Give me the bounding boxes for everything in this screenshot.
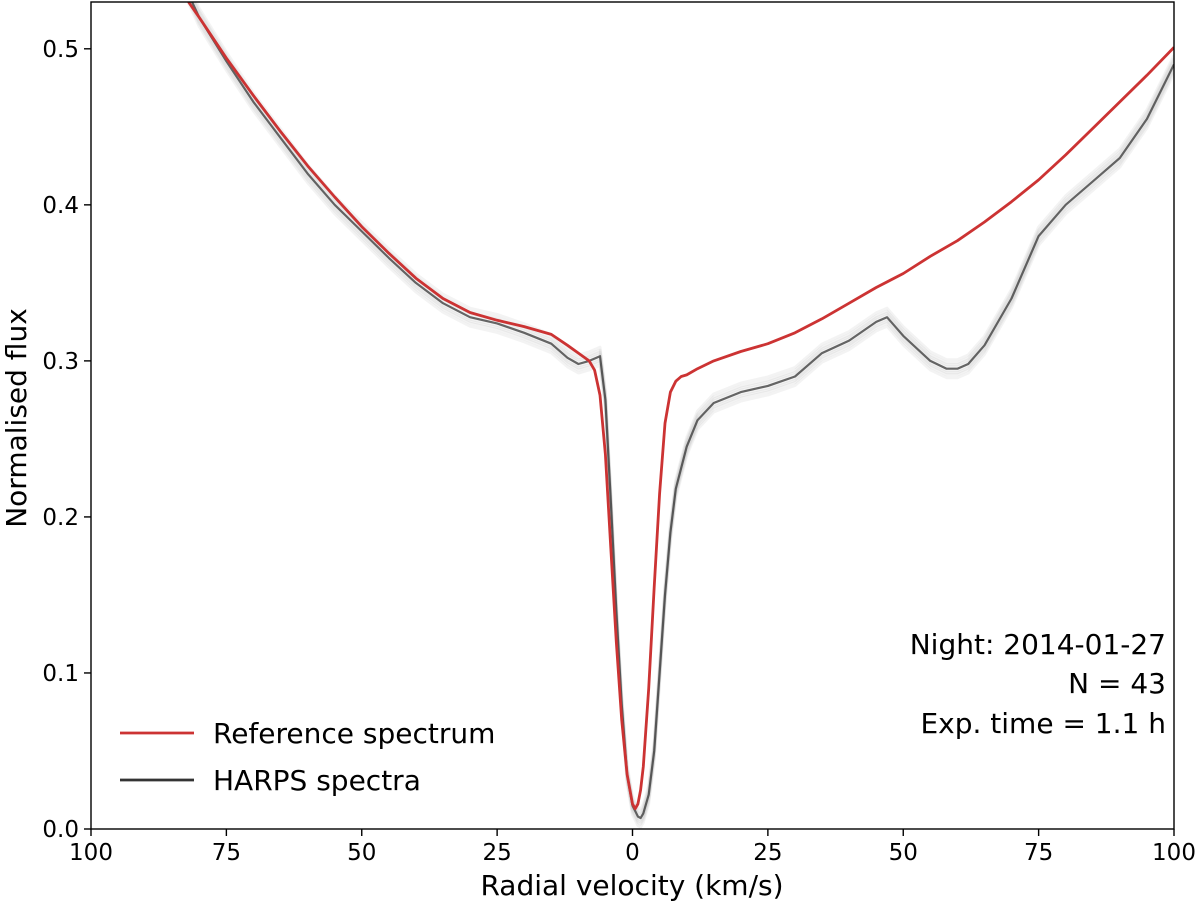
legend-label-harps: HARPS spectra xyxy=(213,764,421,797)
x-tick-label: 100 xyxy=(69,840,113,866)
annotation-count: N = 43 xyxy=(1068,667,1166,700)
x-tick-label: 100 xyxy=(1152,840,1196,866)
y-tick-label: 0.3 xyxy=(42,349,79,375)
series-layer xyxy=(187,2,1174,820)
y-tick-label: 0.5 xyxy=(42,37,79,63)
annotation-block: Night: 2014-01-27 N = 43 Exp. time = 1.1… xyxy=(910,628,1166,740)
x-tick-label: 50 xyxy=(347,840,376,866)
x-axis-ticks: 100 75 50 25 0 25 50 75 100 xyxy=(69,829,1196,866)
x-axis-label: Radial velocity (km/s) xyxy=(480,869,783,902)
x-tick-label: 75 xyxy=(1024,840,1053,866)
y-tick-label: 0.4 xyxy=(42,193,79,219)
y-axis-ticks: 0.0 0.1 0.2 0.3 0.4 0.5 xyxy=(42,37,91,843)
harps-individual-spectrum-1 xyxy=(194,2,1174,811)
x-tick-label: 25 xyxy=(753,840,782,866)
y-tick-label: 0.1 xyxy=(42,661,79,687)
harps-individual-spectrum-7 xyxy=(187,2,1174,826)
legend: Reference spectrum HARPS spectra xyxy=(120,717,495,797)
y-tick-label: 0.2 xyxy=(42,505,79,531)
x-tick-label: 50 xyxy=(889,840,918,866)
y-tick-label: 0.0 xyxy=(42,817,79,843)
y-axis-label: Normalised flux xyxy=(0,308,33,528)
x-tick-label: 0 xyxy=(625,840,640,866)
series-harps-spectra xyxy=(190,2,1174,820)
annotation-exposure: Exp. time = 1.1 h xyxy=(920,707,1166,740)
annotation-night: Night: 2014-01-27 xyxy=(910,628,1166,661)
harps-individual-spectrum-6 xyxy=(188,2,1174,824)
legend-label-reference: Reference spectrum xyxy=(213,717,495,750)
harps-individual-spectrum-8 xyxy=(187,2,1174,829)
x-tick-label: 75 xyxy=(212,840,241,866)
x-tick-label: 25 xyxy=(482,840,511,866)
series-reference-spectrum xyxy=(187,2,1174,811)
